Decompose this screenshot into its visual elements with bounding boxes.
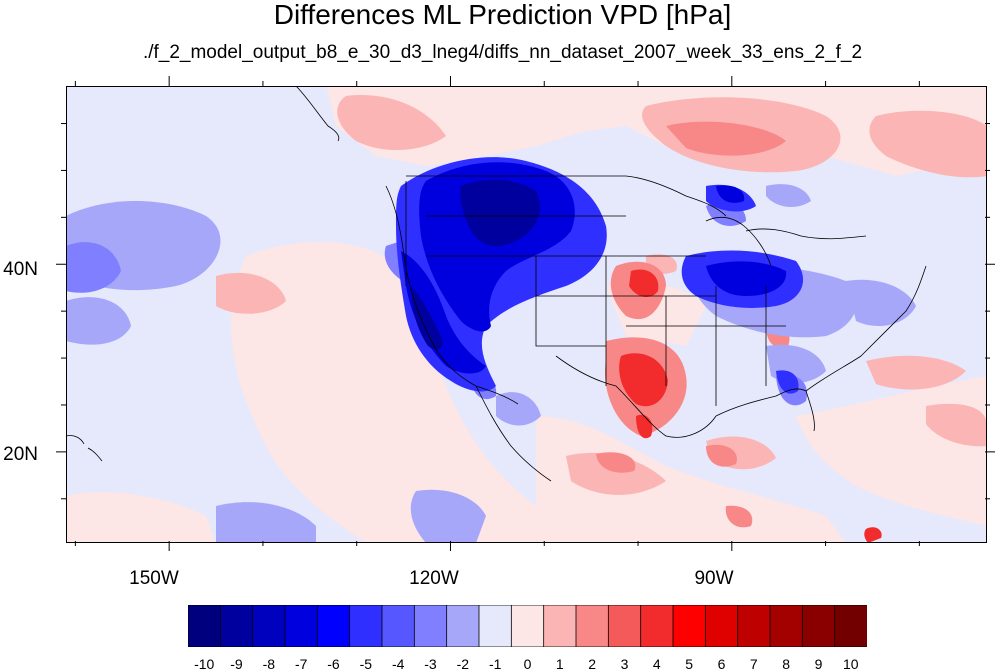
colorbar-label: 3	[620, 656, 629, 672]
colorbar-label: 10	[843, 656, 859, 672]
colorbar-label: 1	[555, 656, 564, 672]
coastlines-and-borders	[66, 86, 927, 482]
colorbar-label: -8	[262, 656, 276, 672]
field-extreme-negative	[411, 179, 540, 350]
colorbar	[188, 605, 867, 647]
colorbar-label: -3	[424, 656, 437, 672]
plot-subtitle: ./f_2_model_output_b8_e_30_d3_lneg4/diff…	[142, 42, 863, 63]
colorbar-swatch	[543, 605, 577, 647]
colorbar-label: 4	[652, 656, 661, 672]
colorbar-label: -7	[294, 656, 308, 672]
colorbar-label: 8	[782, 656, 791, 672]
colorbar-swatch	[219, 605, 254, 647]
lat-label-40n: 40N	[3, 259, 38, 280]
colorbar-swatch	[672, 605, 707, 647]
lon-label-90w: 90W	[694, 568, 734, 589]
colorbar-label: -9	[230, 656, 243, 672]
colorbar-swatch	[252, 605, 286, 647]
colorbar-label: 0	[523, 656, 532, 672]
colorbar-label: -2	[456, 656, 470, 672]
colorbar-swatch	[704, 605, 739, 647]
colorbar-label: -1	[488, 656, 502, 672]
lat-label-20n: 20N	[3, 444, 38, 465]
colorbar-label: 7	[749, 656, 758, 672]
plot-title: Differences ML Prediction VPD [hPa]	[273, 0, 732, 30]
colorbar-swatch	[801, 605, 836, 647]
colorbar-swatch	[607, 605, 642, 647]
colorbar-swatch	[510, 605, 545, 647]
colorbar-label: 9	[814, 656, 823, 672]
colorbar-swatch	[188, 605, 222, 647]
field-peak-positive	[619, 269, 882, 543]
colorbar-swatch	[349, 605, 383, 647]
colorbar-label: -10	[194, 656, 215, 672]
lon-label-150w: 150W	[129, 568, 179, 589]
colorbar-label: -4	[391, 656, 405, 672]
colorbar-label: 6	[717, 656, 726, 672]
colorbar-swatch	[381, 605, 416, 647]
map-panel	[66, 86, 987, 543]
colorbar-swatch	[446, 605, 480, 647]
colorbar-label: 2	[588, 656, 597, 672]
colorbar-swatch	[737, 605, 771, 647]
colorbar-swatch	[834, 605, 867, 647]
lon-label-120w: 120W	[409, 568, 459, 589]
vpd-difference-map	[66, 86, 987, 543]
colorbar-label: -5	[359, 656, 373, 672]
colorbar-swatch	[478, 605, 513, 647]
colorbar-label: -6	[327, 656, 340, 672]
colorbar-swatch	[769, 605, 804, 647]
colorbar-swatch	[413, 605, 448, 647]
colorbar-swatch	[284, 605, 319, 647]
colorbar-swatch	[640, 605, 674, 647]
colorbar-swatch	[575, 605, 610, 647]
colorbar-swatch	[316, 605, 351, 647]
colorbar-label: 5	[685, 656, 694, 672]
